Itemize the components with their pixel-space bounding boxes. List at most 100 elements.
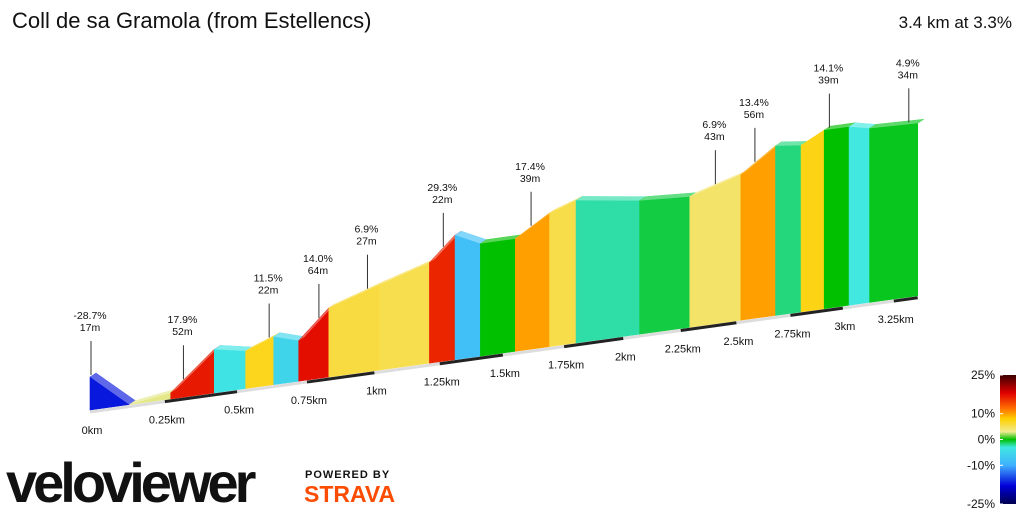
legend-colorbar bbox=[1000, 375, 1016, 504]
profile-segment bbox=[515, 212, 550, 352]
annotation-length: 34m bbox=[898, 69, 919, 81]
x-tick-label: 0km bbox=[82, 425, 103, 437]
profile-top-shade bbox=[639, 192, 696, 201]
legend-tick-label: -25% bbox=[967, 497, 995, 511]
profile-top-shade bbox=[824, 122, 856, 131]
annotation-gradient: 14.0% bbox=[303, 253, 333, 265]
x-tick-label: 0.75km bbox=[291, 395, 327, 407]
axis-band bbox=[89, 400, 166, 414]
axis-band bbox=[680, 321, 737, 332]
axis-band bbox=[563, 336, 624, 349]
profile-segment bbox=[689, 174, 742, 328]
profile-top-shade bbox=[298, 304, 335, 341]
annotation-length: 56m bbox=[744, 109, 765, 121]
x-tick-label: 0.5km bbox=[224, 405, 254, 417]
annotation-gradient: 14.1% bbox=[813, 63, 843, 75]
axis-band bbox=[236, 380, 308, 394]
profile-top-shade bbox=[273, 332, 305, 341]
chart-title: Coll de sa Gramola (from Estellencs) bbox=[12, 8, 371, 33]
x-tick-label: 2.75km bbox=[774, 328, 810, 340]
profile-top-shade bbox=[801, 126, 831, 146]
profile-top-shade bbox=[429, 231, 462, 263]
annotation-length: 64m bbox=[308, 265, 329, 277]
x-tick-label: 3km bbox=[835, 321, 856, 333]
axis-band bbox=[893, 296, 918, 303]
profile-segment bbox=[775, 145, 802, 316]
profile-segment bbox=[454, 234, 481, 360]
annotation-gradient: -28.7% bbox=[73, 310, 106, 322]
profile-segment bbox=[213, 349, 246, 394]
x-tick-label: 2.25km bbox=[665, 343, 701, 355]
annotation-gradient: 11.5% bbox=[254, 273, 283, 285]
profile-top-shade bbox=[170, 345, 221, 393]
profile-segment bbox=[800, 129, 825, 313]
legend-tick-label: 25% bbox=[971, 368, 995, 382]
profile-top-shade bbox=[214, 345, 252, 352]
profile-top-shade bbox=[849, 122, 876, 129]
annotation-length: 39m bbox=[818, 75, 839, 87]
x-tick-label: 1.75km bbox=[548, 360, 584, 372]
profile-segment bbox=[273, 336, 300, 385]
profile-top-shade bbox=[869, 119, 924, 129]
axis-band bbox=[623, 328, 681, 340]
profile-segment bbox=[379, 262, 430, 371]
profile-top-shade bbox=[455, 231, 487, 244]
profile-segment bbox=[480, 238, 516, 357]
profile-top-shade bbox=[129, 388, 177, 405]
x-tick-label: 2.5km bbox=[723, 336, 753, 348]
x-tick-label: 1km bbox=[366, 386, 387, 398]
profile-segment bbox=[429, 234, 456, 364]
x-tick-label: 0.25km bbox=[149, 415, 185, 427]
legend-tick-label: 0% bbox=[978, 433, 996, 447]
profile-segment bbox=[639, 196, 691, 335]
annotation-length: 22m bbox=[258, 285, 279, 297]
profile-segment bbox=[245, 336, 275, 389]
legend-tick-label: -10% bbox=[967, 458, 995, 472]
profile-top-shade bbox=[379, 258, 436, 285]
annotation-length: 43m bbox=[704, 131, 725, 143]
x-tick-label: 2km bbox=[615, 351, 636, 363]
annotation-gradient: 17.4% bbox=[515, 161, 545, 173]
profile-top-shade bbox=[245, 332, 280, 352]
profile-segment bbox=[575, 200, 640, 344]
axis-band bbox=[439, 353, 504, 366]
annotation-gradient: 17.9% bbox=[168, 314, 198, 326]
axis-band bbox=[790, 306, 844, 317]
profile-top-shade bbox=[576, 196, 646, 201]
powered-by: POWERED BY bbox=[305, 469, 390, 481]
profile-top-face bbox=[869, 119, 924, 129]
annotation-gradient: 6.9% bbox=[702, 119, 726, 131]
profile-segment bbox=[823, 126, 850, 310]
summary: 3.4 km at 3.3% bbox=[899, 13, 1012, 32]
profile-segment bbox=[848, 126, 870, 306]
profile-segment bbox=[328, 284, 381, 378]
logo: veloviewer bbox=[6, 451, 256, 512]
annotation-length: 52m bbox=[172, 326, 193, 338]
profile-segment bbox=[549, 199, 577, 347]
axis-band bbox=[502, 345, 565, 357]
profile-top-shade bbox=[740, 141, 782, 175]
profile-top-shade bbox=[90, 373, 136, 405]
profile-segment bbox=[740, 145, 776, 321]
profile-top-shade bbox=[775, 141, 808, 146]
partner-logo: STRAVA bbox=[304, 481, 395, 507]
x-tick-label: 1.25km bbox=[424, 377, 460, 389]
profile-top-shade bbox=[480, 234, 522, 244]
profile-top-shade bbox=[549, 196, 583, 214]
annotation-gradient: 13.4% bbox=[739, 97, 769, 109]
profile-segment bbox=[869, 122, 919, 303]
annotation-length: 27m bbox=[356, 236, 377, 248]
profile-top-shade bbox=[328, 280, 386, 309]
profile-top-shade bbox=[515, 209, 556, 239]
profile-top-shade bbox=[689, 170, 747, 197]
axis-band bbox=[736, 313, 791, 325]
x-tick-label: 3.25km bbox=[878, 314, 914, 326]
annotation-length: 22m bbox=[432, 194, 453, 206]
annotation-gradient: 6.9% bbox=[355, 224, 379, 236]
axis-band bbox=[306, 371, 375, 384]
annotation-length: 17m bbox=[80, 322, 101, 334]
axis-band bbox=[842, 299, 895, 310]
axis-band bbox=[164, 390, 238, 404]
